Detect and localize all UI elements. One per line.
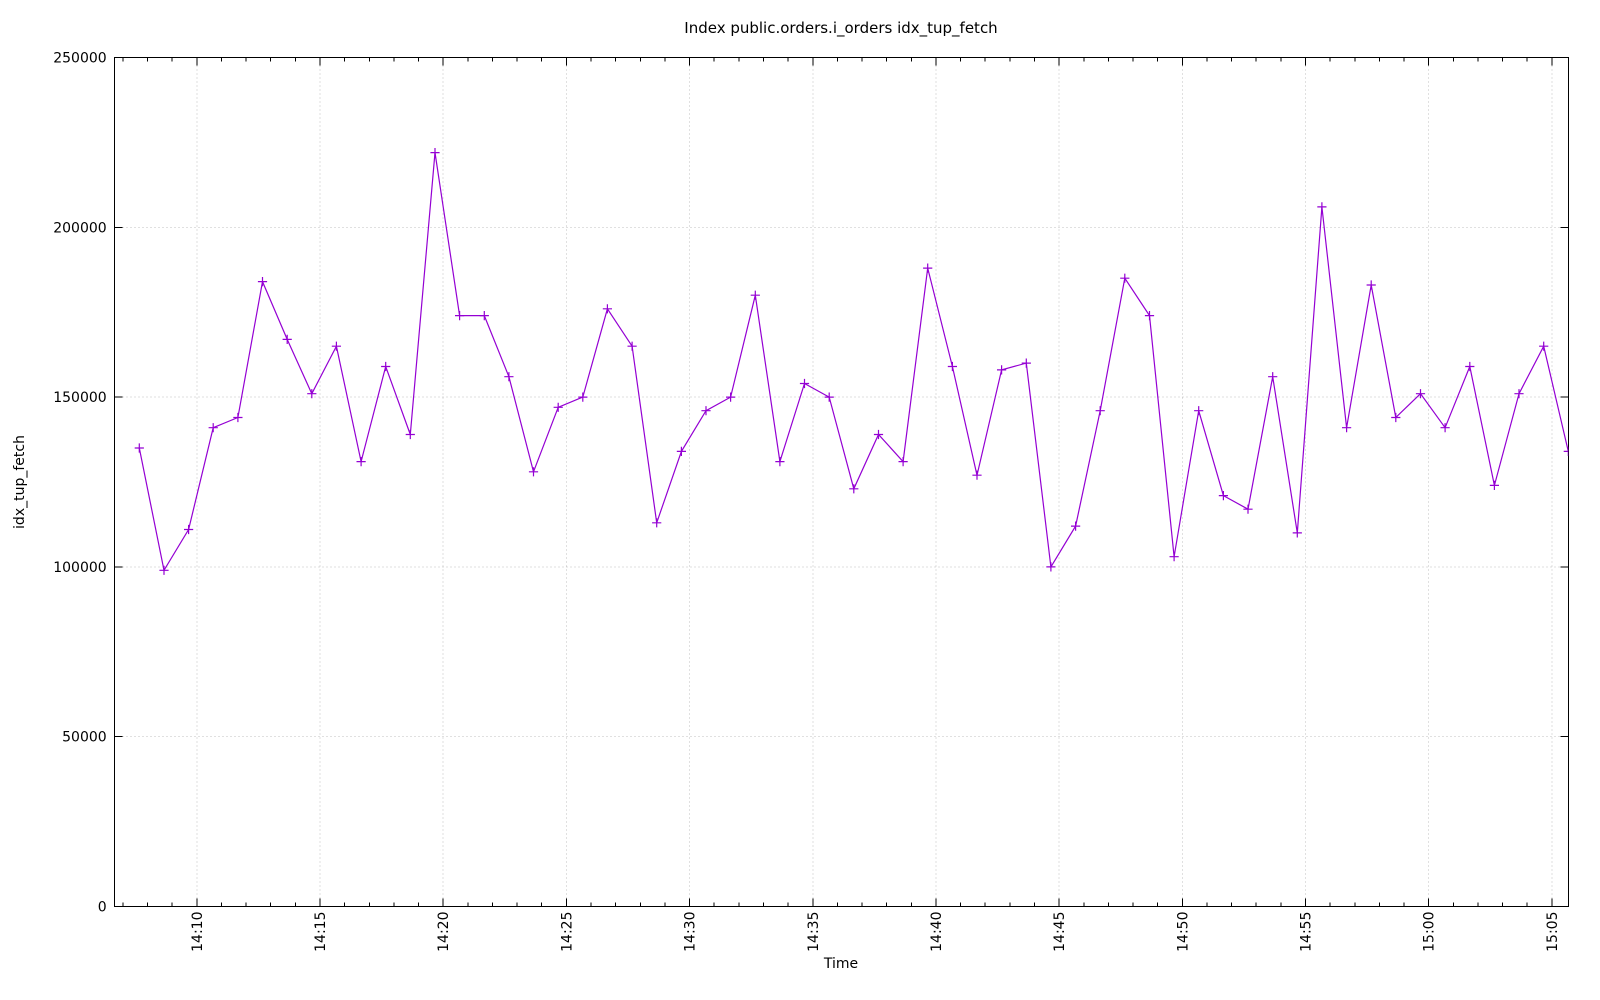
x-tick-label: 14:10 xyxy=(190,912,206,952)
x-tick-label: 14:50 xyxy=(1175,912,1191,952)
x-tick-label: 14:25 xyxy=(559,912,575,952)
data-point-marker xyxy=(676,446,686,456)
data-point-marker xyxy=(257,277,268,287)
data-point-marker xyxy=(1489,480,1499,490)
data-point-marker xyxy=(233,412,243,423)
data-point-marker xyxy=(898,457,908,467)
data-point-marker xyxy=(1391,412,1401,423)
y-tick-label: 250000 xyxy=(53,51,106,67)
data-point-marker xyxy=(405,429,415,440)
x-tick-label: 14:55 xyxy=(1299,912,1315,952)
x-axis-label: Time xyxy=(823,956,859,972)
data-point-marker xyxy=(652,518,662,528)
data-point-marker xyxy=(1021,358,1031,368)
data-point-marker xyxy=(184,524,194,535)
x-tick-label: 15:00 xyxy=(1422,912,1438,952)
x-tick-label: 15:05 xyxy=(1545,912,1561,952)
data-point-marker xyxy=(602,304,612,314)
data-point-marker xyxy=(1415,389,1426,399)
data-point-marker xyxy=(824,392,834,402)
data-point-marker xyxy=(1563,446,1569,456)
data-point-marker xyxy=(1342,423,1352,433)
x-tick-label: 14:35 xyxy=(806,912,822,952)
data-point-marker xyxy=(873,429,884,440)
data-point-marker xyxy=(1539,341,1549,351)
data-point-marker xyxy=(479,311,489,321)
data-point-marker xyxy=(578,392,588,402)
gridlines xyxy=(114,57,1569,907)
data-point-marker xyxy=(627,341,637,351)
x-tick-label: 14:40 xyxy=(929,912,945,952)
data-point-marker xyxy=(849,484,859,494)
data-point-marker xyxy=(726,392,736,402)
x-tick-label: 14:20 xyxy=(436,912,452,952)
data-point-marker xyxy=(947,361,957,372)
data-point-marker xyxy=(356,457,366,467)
data-point-marker xyxy=(1218,491,1228,501)
data-point-marker xyxy=(997,365,1007,375)
data-point-marker xyxy=(923,263,933,273)
data-point-marker xyxy=(1144,311,1155,321)
y-tick-label: 0 xyxy=(98,900,107,916)
data-point-marker xyxy=(1440,423,1450,433)
data-point-marker xyxy=(1243,504,1253,514)
data-point-marker xyxy=(553,402,563,412)
data-point-marker xyxy=(701,406,711,416)
data-point-marker xyxy=(1194,406,1204,416)
data-point-marker xyxy=(1071,521,1081,531)
data-point-marker xyxy=(1514,389,1524,399)
data-point-marker xyxy=(430,148,440,158)
data-point-marker xyxy=(159,565,169,575)
data-point-marker xyxy=(775,457,785,467)
data-point-marker xyxy=(331,341,341,351)
data-point-marker xyxy=(1465,361,1475,372)
x-tick-label: 14:30 xyxy=(683,912,699,952)
data-point-marker xyxy=(972,470,982,480)
plot-border xyxy=(114,57,1569,907)
data-point-marker xyxy=(1169,552,1179,562)
tick-labels: 14:10 14:15 14:20 14:25 14:30 14:35 14:40 14:45… xyxy=(53,51,1561,952)
data-point-marker xyxy=(134,443,144,453)
chart-title: Index public.orders.i_orders idx_tup_fet… xyxy=(684,19,998,37)
data-point-marker xyxy=(282,334,292,344)
data-point-marker xyxy=(528,467,539,477)
y-tick-label: 200000 xyxy=(53,220,106,236)
data-point-marker xyxy=(1292,528,1302,538)
data-point-marker xyxy=(1095,406,1105,416)
data-point-marker xyxy=(504,372,514,382)
data-point-marker xyxy=(1120,273,1130,283)
series-line xyxy=(138,152,1569,572)
y-tick-label: 100000 xyxy=(53,560,106,576)
data-point-marker xyxy=(1268,372,1278,382)
data-point-marker xyxy=(307,389,317,399)
series-idx_tup_fetch xyxy=(134,148,1569,575)
data-point-marker xyxy=(799,378,810,389)
x-tick-label: 14:15 xyxy=(313,912,329,952)
axes xyxy=(114,57,1569,907)
data-point-marker xyxy=(750,290,760,300)
data-point-marker xyxy=(1317,202,1327,212)
data-point-marker xyxy=(208,423,218,433)
data-point-marker xyxy=(1366,280,1376,290)
y-axis-label: idx_tup_fetch xyxy=(12,435,28,529)
data-point-marker xyxy=(1046,562,1056,572)
x-tick-label: 14:45 xyxy=(1052,912,1068,952)
y-tick-label: 50000 xyxy=(62,730,107,746)
y-tick-label: 150000 xyxy=(53,390,106,406)
data-point-marker xyxy=(455,311,465,321)
data-point-marker xyxy=(381,361,391,372)
